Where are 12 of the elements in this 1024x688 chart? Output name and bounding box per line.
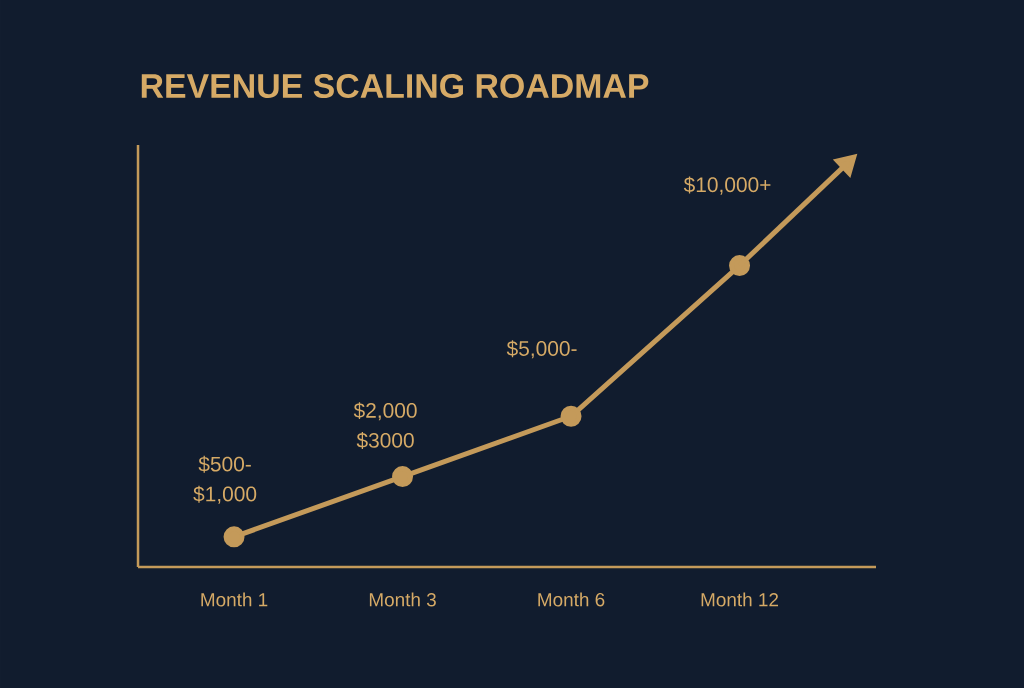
data-label: $5,000- (506, 340, 577, 359)
point (392, 466, 414, 488)
x-tick-label: Month 1 (201, 592, 268, 607)
chart-title: REVENUE SCALING ROADMAP (141, 73, 649, 98)
x-tick-label: Month 12 (701, 592, 779, 607)
data-label: $500- $1,000 (193, 455, 257, 504)
point (560, 405, 582, 427)
x-tick-label: Month 3 (369, 592, 436, 607)
point (223, 526, 245, 548)
data-label: $10,000+ (683, 176, 771, 195)
x-tick-label: Month 6 (538, 592, 605, 607)
data-label: $2,000 $3000 (353, 402, 417, 449)
